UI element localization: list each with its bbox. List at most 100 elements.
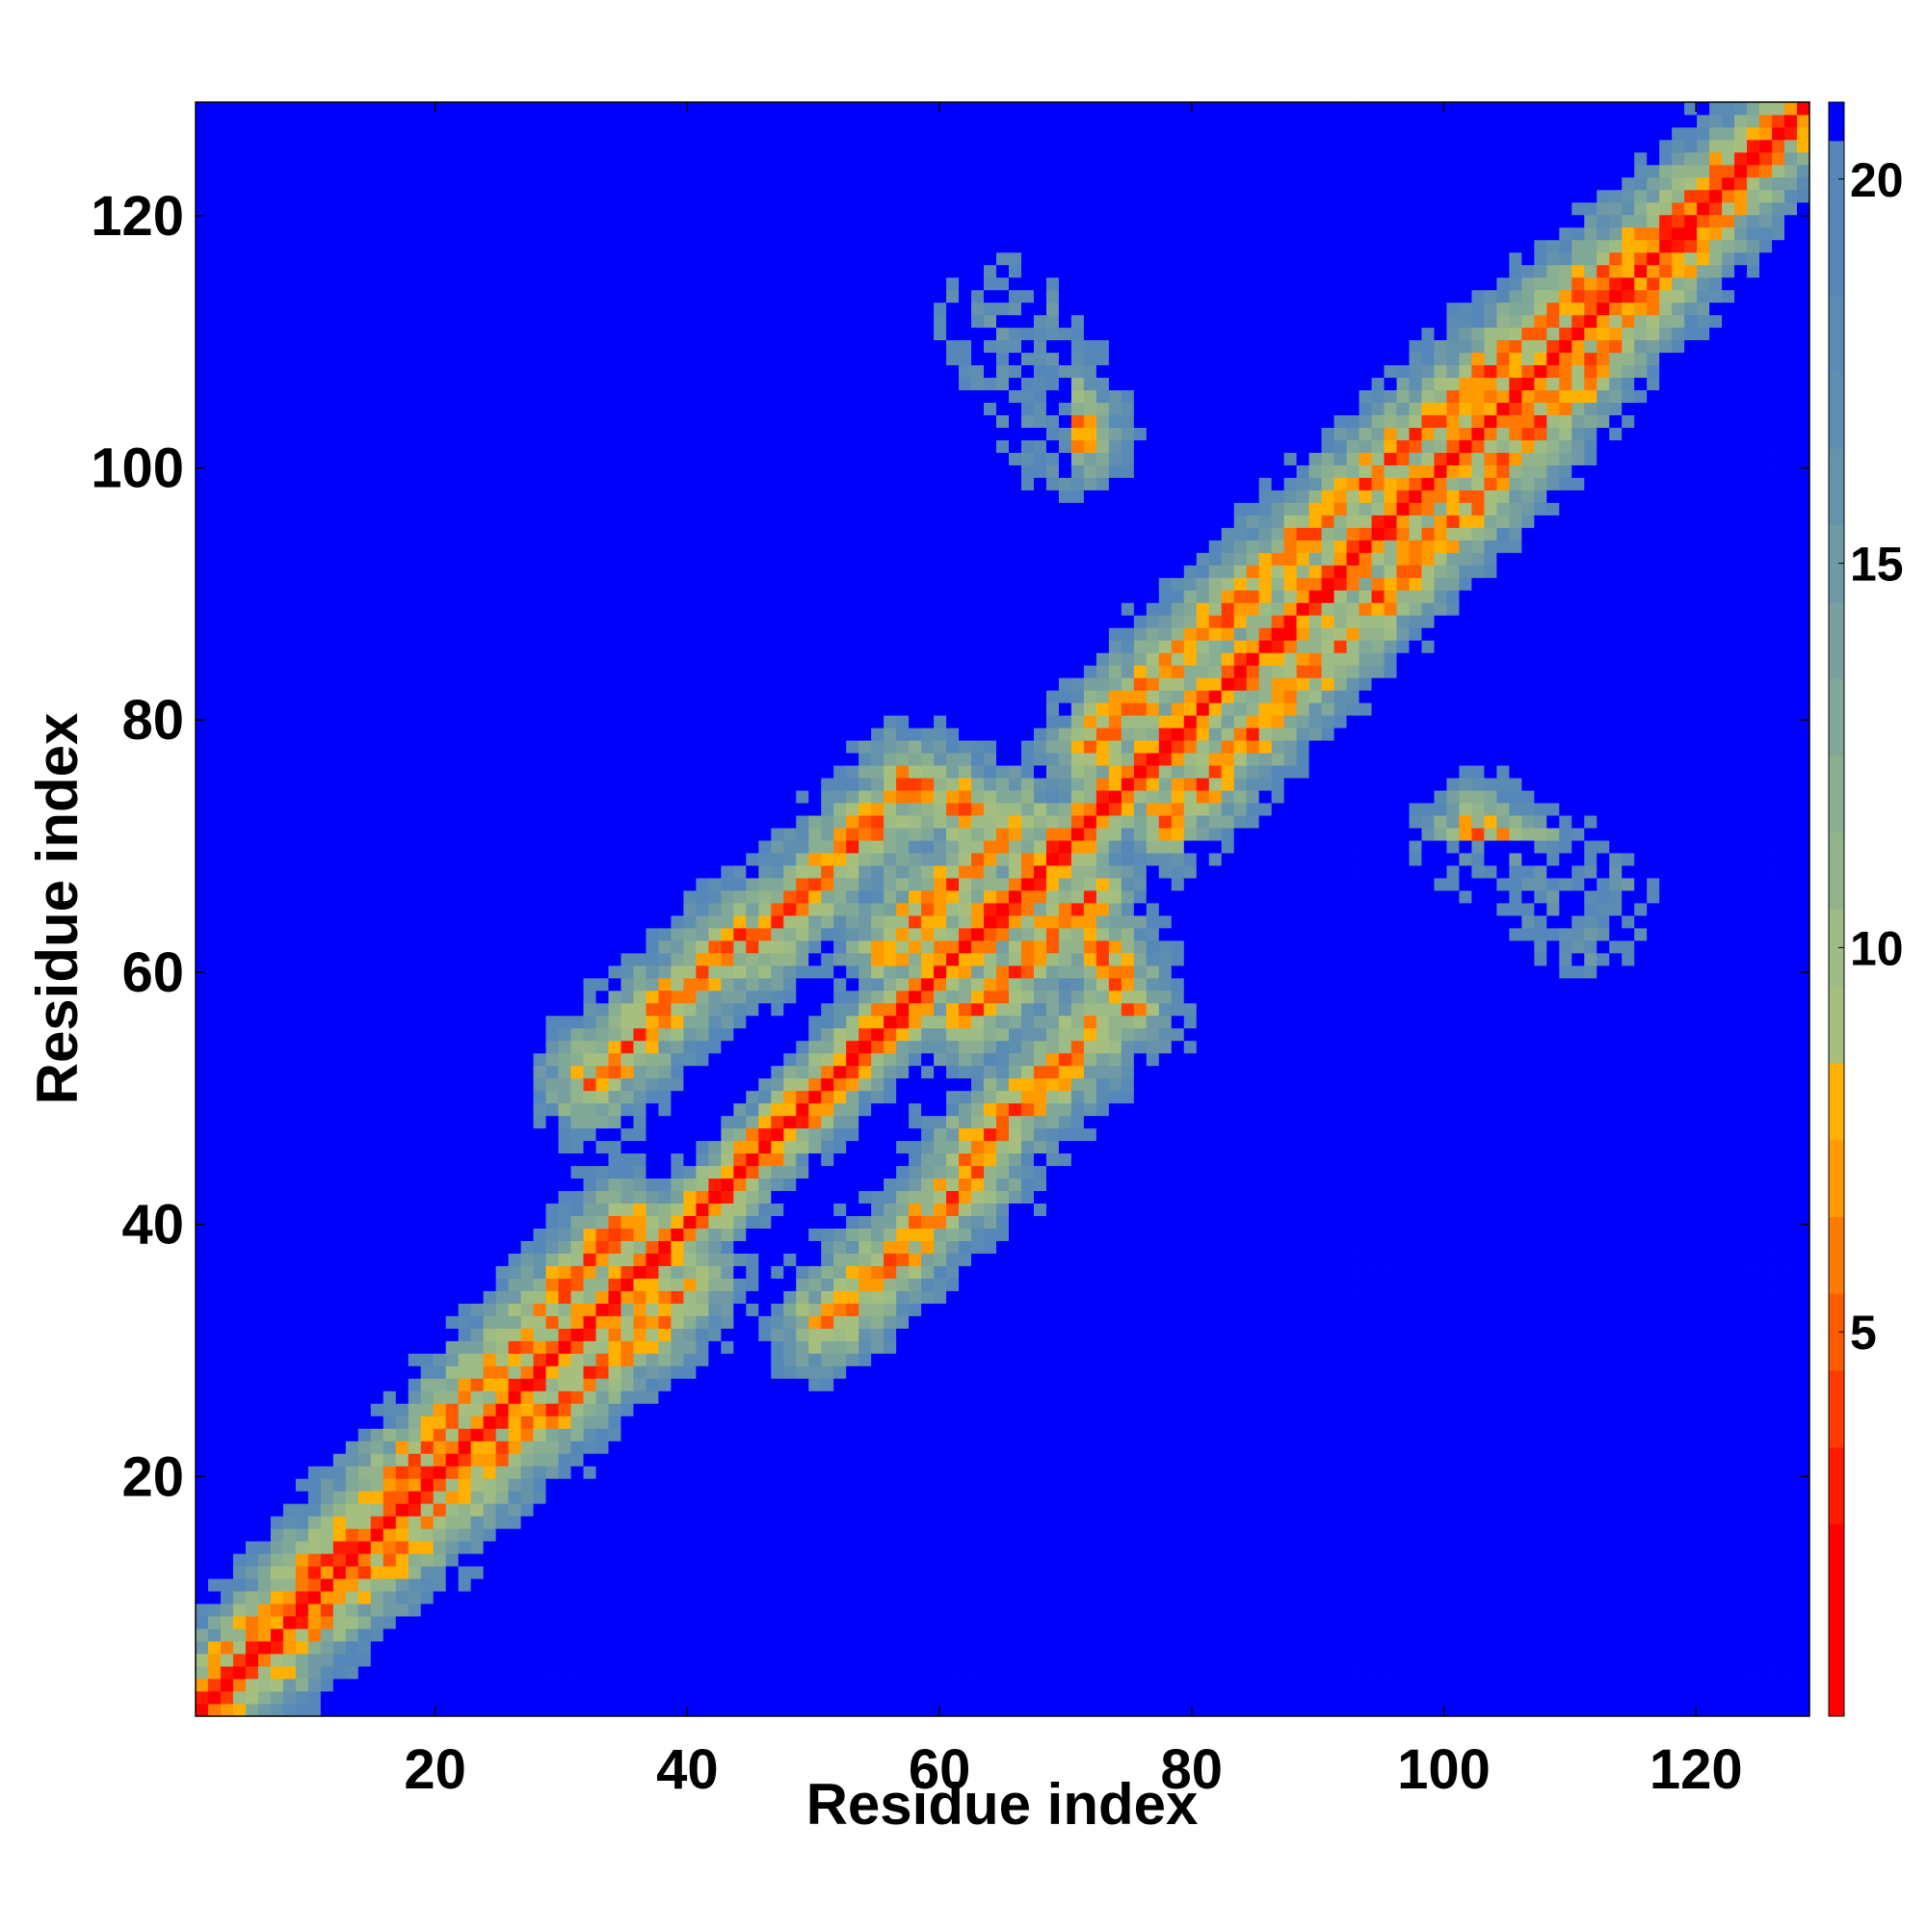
heatmap-cell	[483, 1115, 497, 1129]
heatmap-cell	[633, 1228, 647, 1241]
heatmap-cell	[620, 1541, 634, 1554]
heatmap-cell	[508, 201, 521, 216]
heatmap-cell	[370, 565, 384, 578]
heatmap-cell	[595, 677, 609, 691]
heatmap-cell	[345, 677, 359, 691]
heatmap-cell	[332, 102, 347, 116]
heatmap-cell	[383, 1466, 397, 1479]
heatmap-cell	[658, 740, 672, 754]
heatmap-cell	[220, 1666, 234, 1680]
heatmap-cell	[558, 1603, 571, 1617]
heatmap-cell	[671, 540, 684, 553]
heatmap-cell	[433, 1553, 447, 1567]
heatmap-cell	[320, 1453, 334, 1467]
heatmap-cell	[370, 1165, 384, 1179]
heatmap-cell	[633, 1466, 647, 1479]
heatmap-cell	[332, 464, 347, 478]
heatmap-cell	[307, 239, 322, 253]
heatmap-cell	[408, 1553, 422, 1567]
heatmap-cell	[395, 114, 409, 128]
heatmap-cell	[245, 1290, 259, 1304]
heatmap-cell	[357, 940, 372, 954]
heatmap-cell	[495, 565, 510, 578]
heatmap-cell	[370, 515, 384, 528]
heatmap-cell	[558, 314, 571, 329]
heatmap-cell	[295, 1628, 309, 1642]
heatmap-cell	[408, 1566, 422, 1579]
heatmap-cell	[257, 1152, 272, 1167]
heatmap-cell	[207, 1015, 222, 1029]
heatmap-cell	[345, 914, 359, 929]
heatmap-cell	[320, 965, 334, 979]
heatmap-cell	[520, 965, 534, 979]
heatmap-cell	[520, 1115, 534, 1129]
heatmap-cell	[608, 1603, 621, 1617]
heatmap-cell	[282, 1416, 297, 1429]
heatmap-cell	[671, 1704, 684, 1717]
heatmap-cell	[420, 1365, 435, 1379]
heatmap-cell	[583, 126, 596, 141]
heatmap-cell	[646, 164, 659, 178]
heatmap-cell	[558, 1390, 571, 1404]
heatmap-cell	[332, 289, 347, 304]
heatmap-cell	[508, 1002, 521, 1017]
heatmap-cell	[320, 577, 334, 591]
heatmap-cell	[257, 665, 272, 678]
heatmap-cell	[245, 790, 259, 804]
heatmap-cell	[370, 226, 384, 241]
heatmap-cell	[595, 1140, 609, 1154]
heatmap-cell	[408, 1654, 422, 1667]
heatmap-cell	[196, 1065, 209, 1079]
heatmap-cell	[357, 1290, 372, 1304]
heatmap-cell	[433, 1403, 447, 1416]
heatmap-cell	[470, 1165, 485, 1179]
heatmap-cell	[533, 452, 546, 465]
heatmap-cell	[320, 1466, 334, 1479]
heatmap-cell	[408, 1315, 422, 1329]
heatmap-cell	[320, 1328, 334, 1341]
heatmap-cell	[395, 615, 409, 628]
heatmap-cell	[620, 927, 634, 941]
heatmap-cell	[620, 1165, 634, 1179]
heatmap-cell	[495, 277, 510, 291]
heatmap-cell	[320, 778, 334, 791]
heatmap-cell	[433, 865, 447, 879]
heatmap-cell	[282, 1265, 297, 1279]
heatmap-cell	[408, 1190, 422, 1204]
heatmap-cell	[433, 1666, 447, 1680]
heatmap-cell	[508, 126, 521, 141]
heatmap-cell	[620, 1015, 634, 1029]
heatmap-cell	[545, 289, 559, 304]
heatmap-cell	[545, 1315, 559, 1329]
heatmap-cell	[295, 1127, 309, 1142]
heatmap-cell	[395, 740, 409, 754]
heatmap-cell	[458, 1353, 472, 1366]
heatmap-cell	[470, 352, 485, 366]
heatmap-cell	[395, 1027, 409, 1042]
heatmap-cell	[458, 1628, 472, 1642]
heatmap-cell	[383, 702, 397, 716]
heatmap-cell	[232, 1228, 247, 1241]
heatmap-cell	[608, 352, 621, 366]
heatmap-cell	[458, 277, 472, 291]
heatmap-cell	[633, 1265, 647, 1279]
heatmap-cell	[357, 502, 372, 516]
heatmap-cell	[458, 477, 472, 490]
heatmap-cell	[595, 1466, 609, 1479]
heatmap-cell	[345, 1040, 359, 1054]
heatmap-cell	[257, 114, 272, 128]
heatmap-cell	[408, 627, 422, 641]
heatmap-cell	[270, 540, 284, 553]
heatmap-cell	[633, 1603, 647, 1617]
heatmap-cell	[470, 778, 485, 791]
heatmap-cell	[357, 515, 372, 528]
heatmap-cell	[332, 665, 347, 678]
heatmap-cell	[558, 940, 571, 954]
heatmap-cell	[671, 1240, 684, 1254]
heatmap-cell	[357, 226, 372, 241]
heatmap-cell	[658, 1541, 672, 1554]
heatmap-cell	[646, 1002, 659, 1017]
heatmap-cell	[395, 464, 409, 478]
heatmap-cell	[332, 1115, 347, 1129]
heatmap-cell	[658, 615, 672, 628]
